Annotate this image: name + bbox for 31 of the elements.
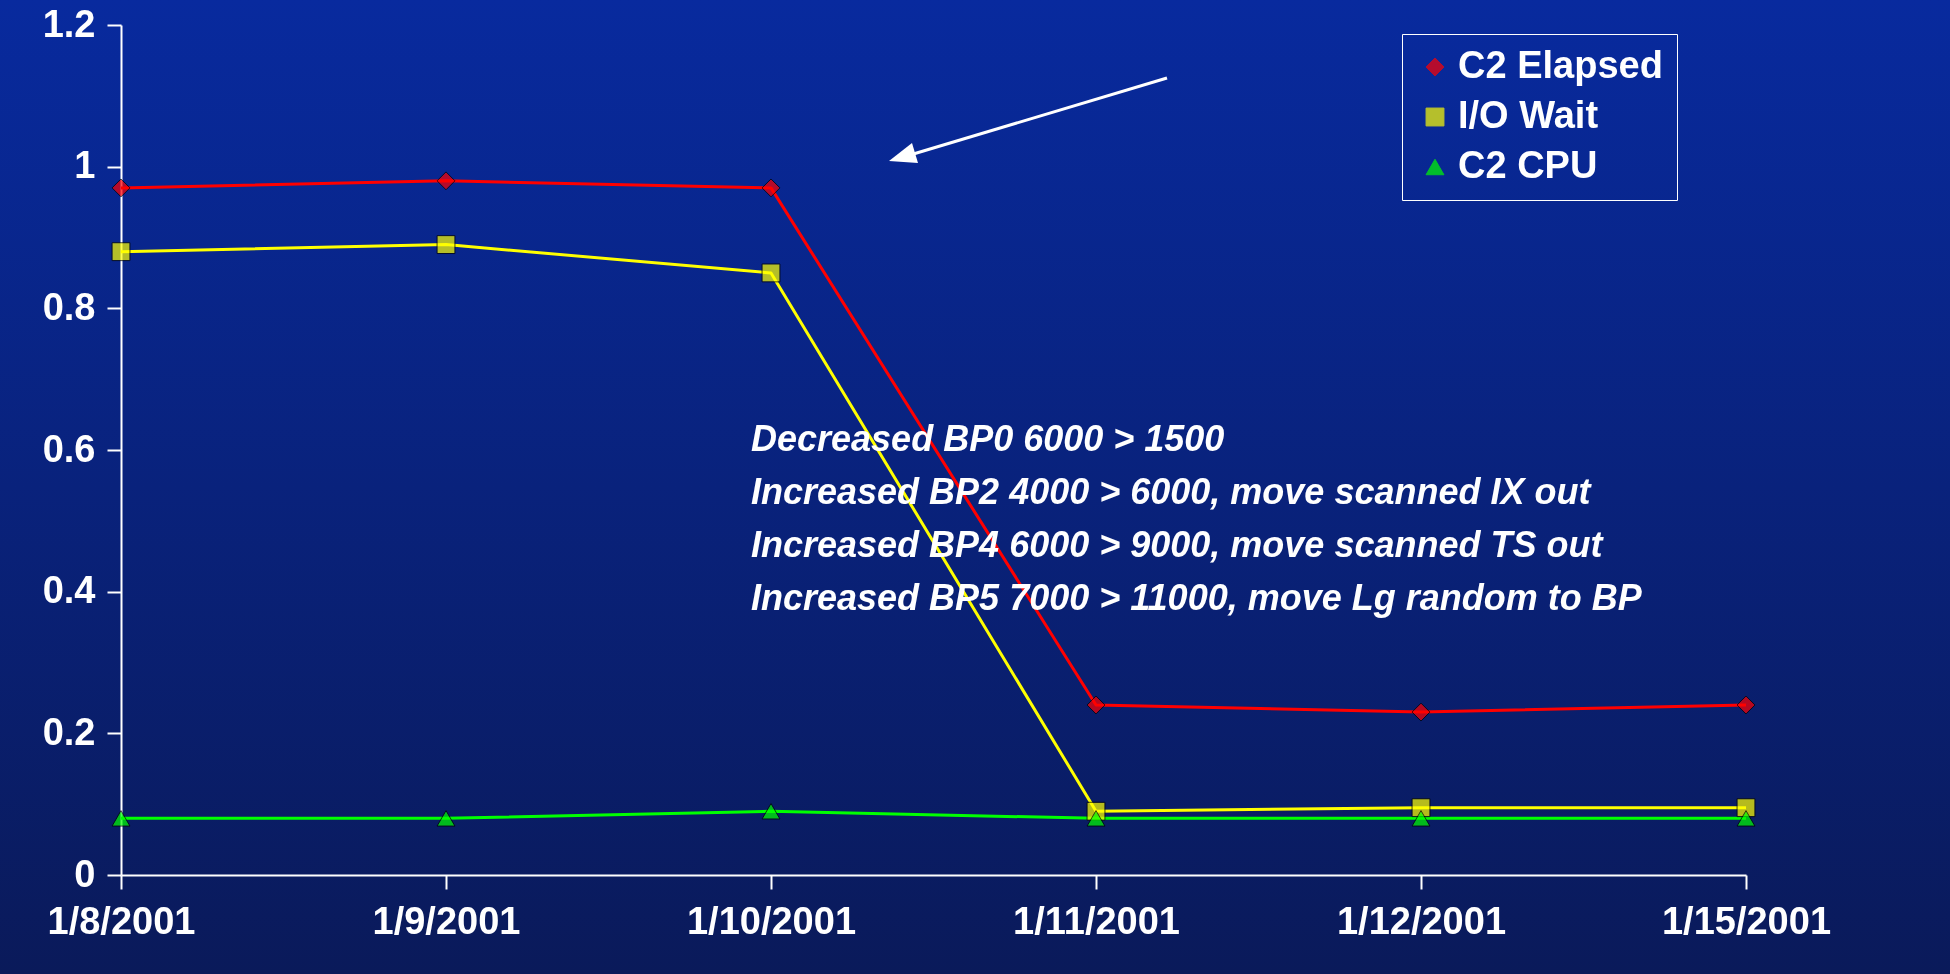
y-tick-label: 1 <box>74 144 96 187</box>
point <box>1411 810 1431 827</box>
point <box>436 810 456 827</box>
point <box>1086 695 1106 715</box>
y-tick-label: 0.4 <box>42 569 96 612</box>
point <box>1736 695 1756 715</box>
x-tick-label: 1/11/2001 <box>1013 899 1180 942</box>
point <box>1086 810 1106 827</box>
x-tick-label: 1/9/2001 <box>372 899 521 942</box>
point <box>1411 702 1431 722</box>
x-tick-label: 1/8/2001 <box>47 899 196 942</box>
point <box>111 242 131 262</box>
point <box>436 171 456 191</box>
y-tick-label: 0.8 <box>42 285 96 328</box>
point <box>761 263 781 283</box>
x-tick-label: 1/12/2001 <box>1336 899 1507 942</box>
legend-label: I/O Wait <box>1458 94 1599 136</box>
y-tick-label: 1.2 <box>42 2 96 45</box>
x-tick-label: 1/15/2001 <box>1661 899 1832 942</box>
y-tick-label: 0.2 <box>42 710 96 753</box>
legend-label: C2 Elapsed <box>1458 44 1663 86</box>
point <box>436 235 456 255</box>
point <box>761 803 781 820</box>
y-tick-label: 0.6 <box>42 427 96 470</box>
point <box>761 178 781 198</box>
legend-label: C2 CPU <box>1458 144 1598 186</box>
point <box>1736 810 1756 827</box>
x-tick-label: 1/10/2001 <box>686 899 857 942</box>
point <box>111 178 131 198</box>
point <box>111 810 131 827</box>
y-tick-label: 0 <box>74 852 96 895</box>
